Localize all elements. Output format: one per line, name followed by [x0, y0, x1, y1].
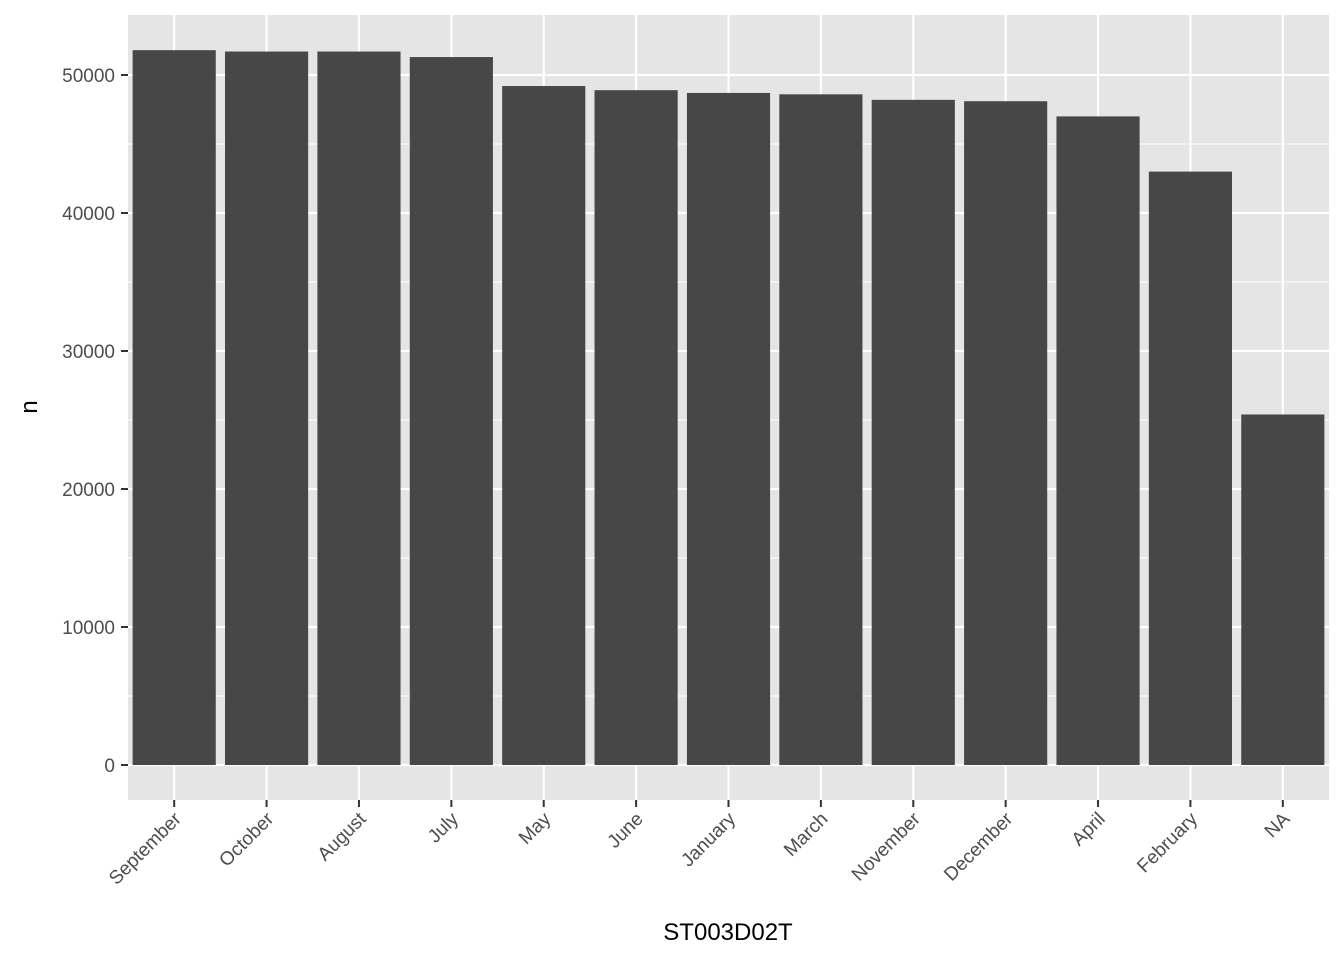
x-tick-label: August — [314, 808, 371, 865]
x-tick-label: March — [780, 809, 832, 861]
bar-april — [1056, 116, 1140, 765]
x-tick-label: June — [604, 809, 648, 853]
x-tick-label: May — [515, 808, 556, 849]
y-axis: 0 10000 20000 30000 40000 50000 — [62, 66, 128, 777]
y-tick-label: 30000 — [62, 342, 115, 363]
y-tick-label: 20000 — [62, 480, 115, 501]
y-tick-label: 10000 — [62, 618, 115, 639]
x-tick-label: April — [1068, 809, 1110, 851]
x-tick-label: NA — [1261, 808, 1295, 842]
y-tick-label: 40000 — [62, 204, 115, 225]
x-tick-label: September — [105, 808, 186, 889]
bar-november — [871, 99, 955, 766]
x-tick-label: October — [215, 808, 278, 871]
bar-may — [502, 86, 586, 766]
y-tick-label: 50000 — [62, 66, 115, 87]
x-tick-label: December — [940, 808, 1017, 885]
y-axis-title: n — [16, 400, 43, 413]
bar-june — [594, 90, 678, 766]
x-tick-label: July — [424, 808, 463, 847]
bar-september — [132, 50, 216, 766]
x-tick-label: January — [677, 808, 740, 871]
bar-october — [225, 51, 309, 766]
x-tick-label: November — [848, 808, 925, 885]
bar-december — [964, 101, 1048, 766]
bars — [132, 50, 1325, 766]
bar-na — [1241, 414, 1325, 765]
y-tick-label: 0 — [104, 756, 115, 777]
bar-march — [779, 94, 863, 765]
x-axis: September October August July May June January… — [105, 800, 1295, 889]
x-axis-title: ST003D02T — [663, 919, 793, 946]
bar-february — [1148, 171, 1232, 766]
x-tick-label: February — [1133, 808, 1202, 877]
bar-july — [409, 57, 493, 766]
bar-august — [317, 51, 401, 766]
bar-january — [686, 92, 771, 765]
